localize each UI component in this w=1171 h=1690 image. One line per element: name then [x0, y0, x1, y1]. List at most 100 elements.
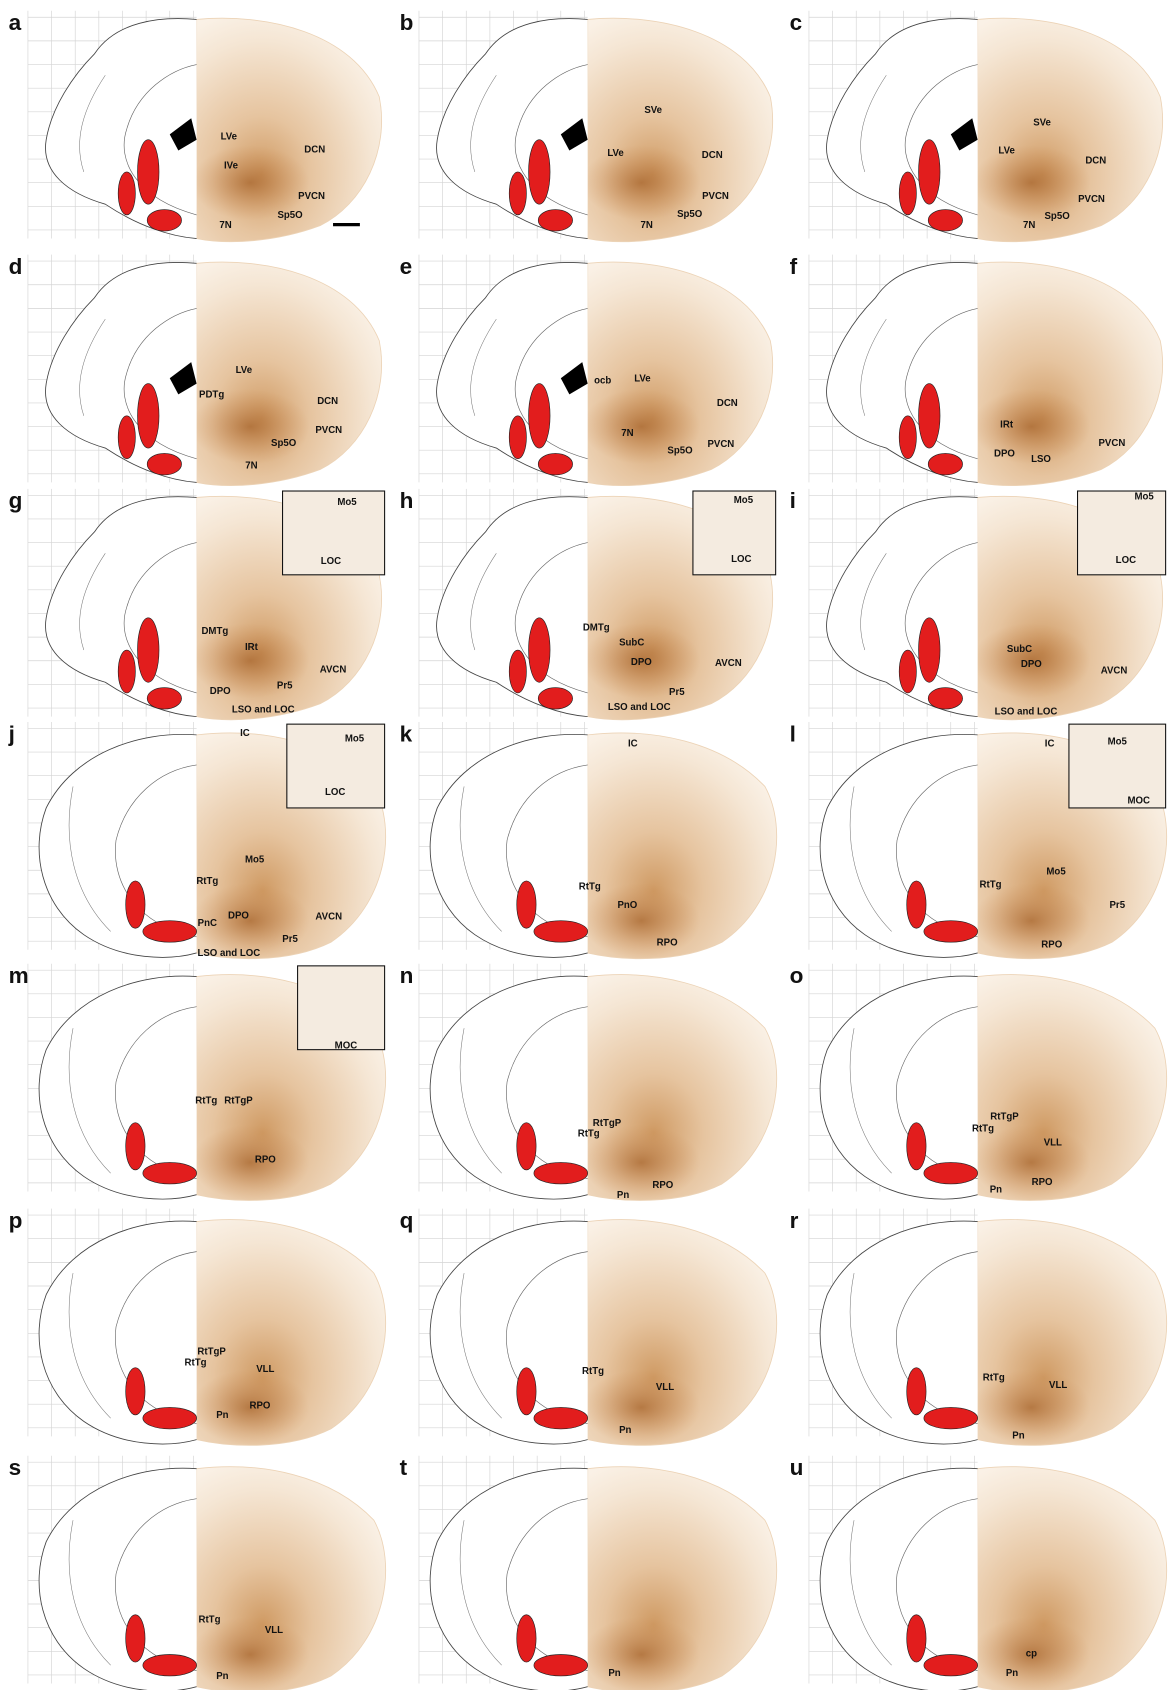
labeled-region — [517, 1615, 536, 1662]
region-label: PVCN — [1078, 194, 1105, 205]
panel-letter: n — [400, 963, 414, 988]
labeled-region — [517, 1123, 536, 1170]
panel-letter: b — [400, 10, 414, 35]
labeled-region — [538, 688, 572, 709]
region-label: Sp5O — [1045, 211, 1071, 222]
region-label: Sp5O — [277, 210, 303, 221]
inset-frame — [298, 966, 385, 1050]
region-label: RtTg — [972, 1123, 994, 1134]
region-label: LSO and LOC — [197, 948, 260, 959]
region-label: RPO — [657, 937, 678, 948]
panel-letter: m — [9, 963, 29, 988]
stain-density — [191, 145, 309, 220]
inset-label: Mo5 — [337, 497, 357, 508]
region-label: RtTgP — [593, 1118, 622, 1129]
stain-density — [582, 1370, 700, 1445]
region-label: RtTgP — [224, 1095, 253, 1106]
panel-letter: c — [790, 10, 803, 35]
labeled-region — [517, 881, 536, 928]
region-label: RPO — [652, 1180, 673, 1191]
labeled-region — [919, 384, 940, 448]
region-label: RtTgP — [197, 1347, 226, 1358]
inset-label: Mo5 — [1108, 737, 1128, 748]
labeled-region — [924, 1162, 978, 1183]
region-label: RtTg — [196, 876, 218, 887]
region-label: LSO — [1031, 454, 1051, 465]
region-label: Mo5 — [1046, 867, 1066, 878]
labeled-region — [534, 1654, 588, 1675]
inset-label: LOC — [321, 556, 341, 567]
region-label: IC — [1045, 739, 1055, 750]
region-label: PVCN — [702, 191, 729, 202]
region-label: Pn — [619, 1425, 631, 1436]
region-label: LSO and LOC — [232, 704, 295, 715]
inset-label: Mo5 — [345, 733, 365, 744]
region-label: AVCN — [715, 658, 742, 669]
labeled-region — [899, 416, 916, 459]
labeled-region — [538, 210, 572, 231]
inset-label: LOC — [1116, 555, 1136, 566]
region-label: RtTg — [198, 1614, 220, 1625]
panel: lMo5MOCICMo5RtTgPr5RPO — [790, 721, 1167, 958]
region-label: PnO — [617, 900, 637, 911]
region-label: Sp5O — [271, 438, 297, 449]
panel-letter: s — [9, 1455, 22, 1480]
region-label: SubC — [619, 638, 644, 649]
region-label: SubC — [1007, 644, 1032, 655]
region-label: RtTgP — [990, 1111, 1019, 1122]
region-label: RtTg — [578, 1129, 600, 1140]
region-label: 7N — [621, 428, 633, 439]
region-label: DPO — [1021, 659, 1042, 670]
inset-label: LOC — [325, 787, 345, 798]
panel-letter: h — [400, 488, 414, 513]
panel: sRtTgVLLPn — [9, 1455, 386, 1690]
region-label: RPO — [255, 1154, 276, 1165]
labeled-region — [529, 384, 550, 448]
labeled-region — [907, 881, 926, 928]
stain-density — [191, 1125, 309, 1200]
labeled-region — [126, 1123, 145, 1170]
region-label: VLL — [1049, 1380, 1067, 1391]
panel-letter: u — [790, 1455, 804, 1480]
region-label: Mo5 — [245, 855, 265, 866]
labeled-region — [509, 172, 526, 215]
region-label: RPO — [1032, 1177, 1053, 1188]
region-label: LVe — [221, 132, 238, 143]
stain-density — [972, 389, 1090, 464]
region-label: Pn — [990, 1185, 1002, 1196]
labeled-region — [928, 688, 962, 709]
region-label: RtTg — [185, 1358, 207, 1369]
region-label: 7N — [219, 220, 231, 231]
labeled-region — [126, 881, 145, 928]
region-label: LVe — [998, 146, 1015, 157]
labeled-region — [907, 1368, 926, 1415]
panel: hMo5LOCDMTgSubCDPOAVCNPr5LSO and LOC — [400, 488, 776, 720]
panel: rRtTgVLLPn — [790, 1208, 1167, 1445]
panel: gMo5LOCDMTgIRtAVCNDPOPr5LSO and LOC — [9, 488, 385, 720]
labeled-region — [534, 1162, 588, 1183]
labeled-region — [899, 172, 916, 215]
region-label: LSO and LOC — [995, 706, 1058, 717]
page: aLVeIVeDCNPVCNSp5O7NbSVeLVeDCNPVCNSp5O7N… — [0, 0, 1171, 1690]
stain-density — [972, 145, 1090, 220]
region-label: Pr5 — [282, 934, 298, 945]
region-label: DCN — [702, 150, 723, 161]
labeled-region — [919, 618, 940, 682]
inset-label: MOC — [335, 1041, 358, 1052]
region-label: Pn — [1012, 1431, 1024, 1442]
panel: tPn — [400, 1455, 777, 1690]
stain-density — [972, 883, 1090, 958]
stain-density — [582, 1617, 700, 1690]
labeled-region — [147, 210, 181, 231]
panel-letter: q — [400, 1208, 414, 1233]
region-label: VLL — [256, 1364, 274, 1375]
region-label: PVCN — [707, 439, 734, 450]
panel: mMOCRtTgRtTgPRPO — [9, 963, 386, 1200]
inset-label: LOC — [731, 554, 751, 565]
region-label: RtTg — [579, 882, 601, 893]
panel: jMo5LOCICMo5RtTgPnCDPOAVCNPr5LSO and LOC — [8, 721, 386, 959]
region-label: DMTg — [583, 623, 610, 634]
labeled-region — [143, 921, 197, 942]
region-label: 7N — [1023, 220, 1035, 231]
labeled-region — [509, 416, 526, 459]
